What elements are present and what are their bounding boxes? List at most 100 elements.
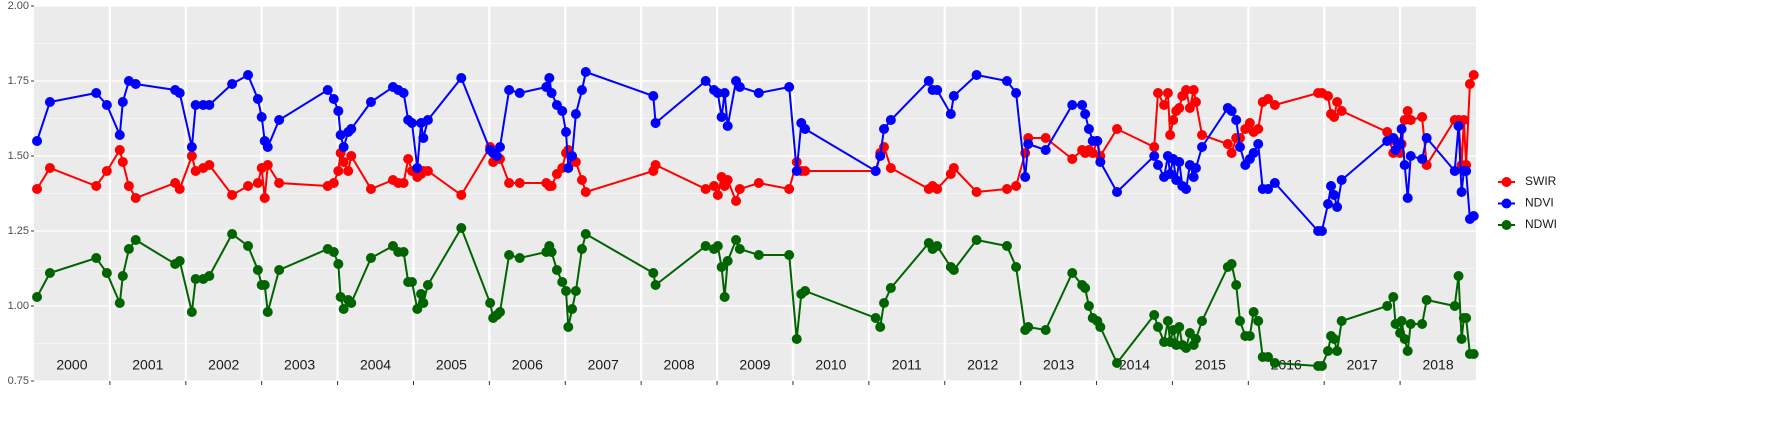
data-point	[1269, 358, 1280, 368]
data-point	[700, 76, 711, 86]
data-point	[546, 247, 557, 257]
data-point	[753, 178, 764, 188]
data-point	[1453, 271, 1464, 281]
data-point	[1165, 169, 1176, 179]
data-point	[875, 151, 886, 161]
data-point	[1153, 88, 1164, 98]
data-point	[879, 124, 890, 134]
data-point	[731, 235, 742, 245]
data-point	[784, 184, 795, 194]
data-point	[948, 265, 959, 275]
data-point	[186, 142, 197, 152]
data-point	[1456, 334, 1467, 344]
data-point	[274, 265, 285, 275]
data-point	[1095, 157, 1106, 167]
data-point	[700, 241, 711, 251]
data-point	[948, 91, 959, 101]
data-point	[1112, 124, 1123, 134]
data-point	[1174, 157, 1185, 167]
data-point	[734, 244, 745, 254]
data-point	[504, 178, 515, 188]
year-label: 2007	[588, 357, 619, 373]
data-point	[557, 106, 568, 116]
year-label: 2002	[208, 357, 239, 373]
data-point	[514, 178, 525, 188]
data-point	[648, 268, 659, 278]
data-point	[1421, 133, 1432, 143]
data-point	[1226, 106, 1237, 116]
data-point	[580, 67, 591, 77]
data-point	[1263, 352, 1274, 362]
data-point	[971, 70, 982, 80]
data-point	[1316, 226, 1327, 236]
legend-marker	[1501, 177, 1512, 187]
data-point	[1197, 130, 1208, 140]
data-point	[923, 76, 934, 86]
data-point	[117, 97, 128, 107]
data-point	[1149, 310, 1160, 320]
data-point	[130, 79, 141, 89]
data-point	[1417, 154, 1428, 164]
data-point	[1001, 184, 1012, 194]
data-point	[1083, 301, 1094, 311]
data-point	[753, 88, 764, 98]
data-point	[91, 253, 102, 263]
year-label: 2017	[1347, 357, 1378, 373]
year-label: 2000	[56, 357, 87, 373]
data-point	[1222, 139, 1233, 149]
data-point	[1168, 115, 1179, 125]
y-tick-label: 1.25	[8, 225, 29, 237]
data-point	[491, 151, 502, 161]
data-point	[1184, 103, 1195, 113]
year-label: 2011	[892, 357, 922, 373]
data-point	[514, 253, 525, 263]
data-point	[563, 163, 574, 173]
data-point	[44, 97, 55, 107]
data-point	[1080, 109, 1091, 119]
data-point	[1263, 184, 1274, 194]
data-point	[544, 73, 555, 83]
year-label: 2009	[739, 357, 770, 373]
data-point	[722, 256, 733, 266]
legend-marker	[1501, 220, 1512, 230]
y-tick-label: 0.75	[8, 375, 29, 387]
data-point	[1402, 106, 1413, 116]
data-point	[1388, 133, 1399, 143]
data-point	[346, 124, 357, 134]
data-point	[734, 184, 745, 194]
data-point	[580, 187, 591, 197]
data-point	[567, 151, 578, 161]
data-point	[945, 109, 956, 119]
data-point	[1162, 88, 1173, 98]
data-point	[561, 286, 572, 296]
data-point	[243, 181, 254, 191]
data-point	[1231, 115, 1242, 125]
data-point	[227, 190, 238, 200]
data-point	[322, 85, 333, 95]
data-point	[1417, 112, 1428, 122]
data-point	[1181, 184, 1192, 194]
data-point	[557, 277, 568, 287]
data-point	[971, 187, 982, 197]
data-point	[1396, 316, 1407, 326]
data-point	[338, 157, 349, 167]
data-point	[494, 307, 505, 317]
data-point	[1269, 100, 1280, 110]
data-point	[1067, 154, 1078, 164]
data-point	[1326, 181, 1337, 191]
data-point	[791, 166, 802, 176]
legend-label: NDVI	[1525, 196, 1554, 210]
data-point	[1188, 85, 1199, 95]
data-point	[1399, 160, 1410, 170]
data-point	[1396, 124, 1407, 134]
data-point	[885, 283, 896, 293]
data-point	[262, 160, 273, 170]
data-point	[32, 184, 43, 194]
data-point	[1153, 160, 1164, 170]
data-point	[1468, 70, 1479, 80]
data-point	[243, 70, 254, 80]
data-point	[274, 115, 285, 125]
data-point	[1149, 142, 1160, 152]
data-point	[932, 85, 943, 95]
data-point	[716, 262, 727, 272]
